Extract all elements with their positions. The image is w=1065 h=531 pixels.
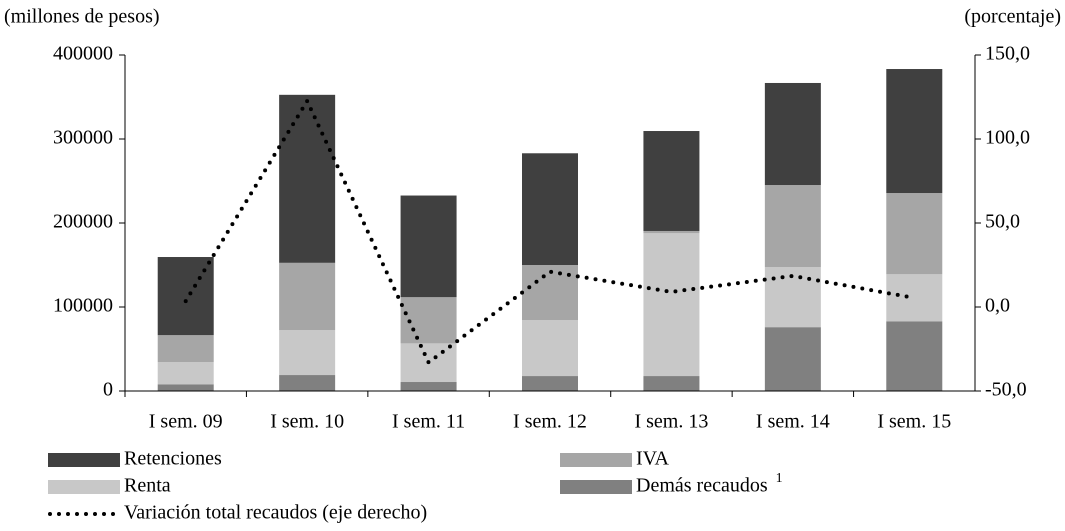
x-tick-label: I sem. 13: [634, 411, 708, 433]
x-tick-label: I sem. 11: [392, 411, 465, 433]
bar-segment: [764, 82, 821, 186]
bar-segment: [643, 376, 700, 391]
legend-note: 1: [776, 471, 783, 486]
y2-tick-label: 100,0: [985, 127, 1030, 149]
legend-label: Retenciones: [124, 448, 222, 470]
y2-tick-label: -50,0: [985, 379, 1027, 401]
legend-swatch: [48, 453, 120, 467]
bar-segment: [764, 327, 821, 391]
bar-segment: [643, 230, 700, 234]
bar-segment: [643, 233, 700, 377]
y-tick-label: 0: [103, 379, 113, 401]
bar-segment: [522, 153, 578, 265]
legend-swatch: [48, 480, 120, 494]
x-tick-label: I sem. 10: [270, 411, 344, 433]
bar-segment: [643, 131, 700, 231]
legend-swatch: [560, 480, 632, 494]
legend-label: IVA: [636, 448, 670, 470]
y-tick-label: 100000: [53, 295, 113, 317]
bar-segment: [157, 335, 214, 363]
bar-segment: [886, 321, 943, 391]
line-series: [183, 96, 917, 366]
bar-segment: [764, 185, 821, 268]
y2-tick-label: 0,0: [985, 295, 1010, 317]
bar-segment: [157, 384, 214, 391]
bar-segment: [157, 362, 214, 385]
y-tick-label: 200000: [53, 211, 113, 233]
legend-swatch: [560, 453, 632, 467]
legend-label: Demás recaudos: [636, 475, 768, 497]
bar-segment: [279, 330, 336, 376]
bar-segment: [279, 94, 336, 263]
bar-segment: [886, 274, 943, 322]
y2-tick-label: 150,0: [985, 43, 1030, 65]
x-tick-label: I sem. 09: [149, 411, 223, 433]
bar-segment: [279, 375, 336, 391]
bar-segment: [522, 320, 578, 377]
y2-axis-label: (porcentaje): [964, 6, 1061, 28]
bar-segment: [400, 382, 457, 391]
y2-tick-label: 50,0: [985, 211, 1020, 233]
bar-segment: [400, 195, 457, 298]
bar-segment: [279, 262, 336, 331]
legend-label: Variación total recaudos (eje derecho): [124, 502, 427, 524]
x-tick-label: I sem. 14: [756, 411, 830, 433]
x-tick-label: I sem. 12: [513, 411, 587, 433]
y-tick-label: 300000: [53, 127, 113, 149]
y-axis-label: (millones de pesos): [4, 6, 160, 28]
legend-label: Renta: [124, 475, 171, 497]
x-tick-label: I sem. 15: [877, 411, 951, 433]
bar-segment: [522, 376, 578, 391]
bar-segment: [886, 193, 943, 275]
y-tick-label: 400000: [53, 43, 113, 65]
bar-segment: [886, 69, 943, 194]
